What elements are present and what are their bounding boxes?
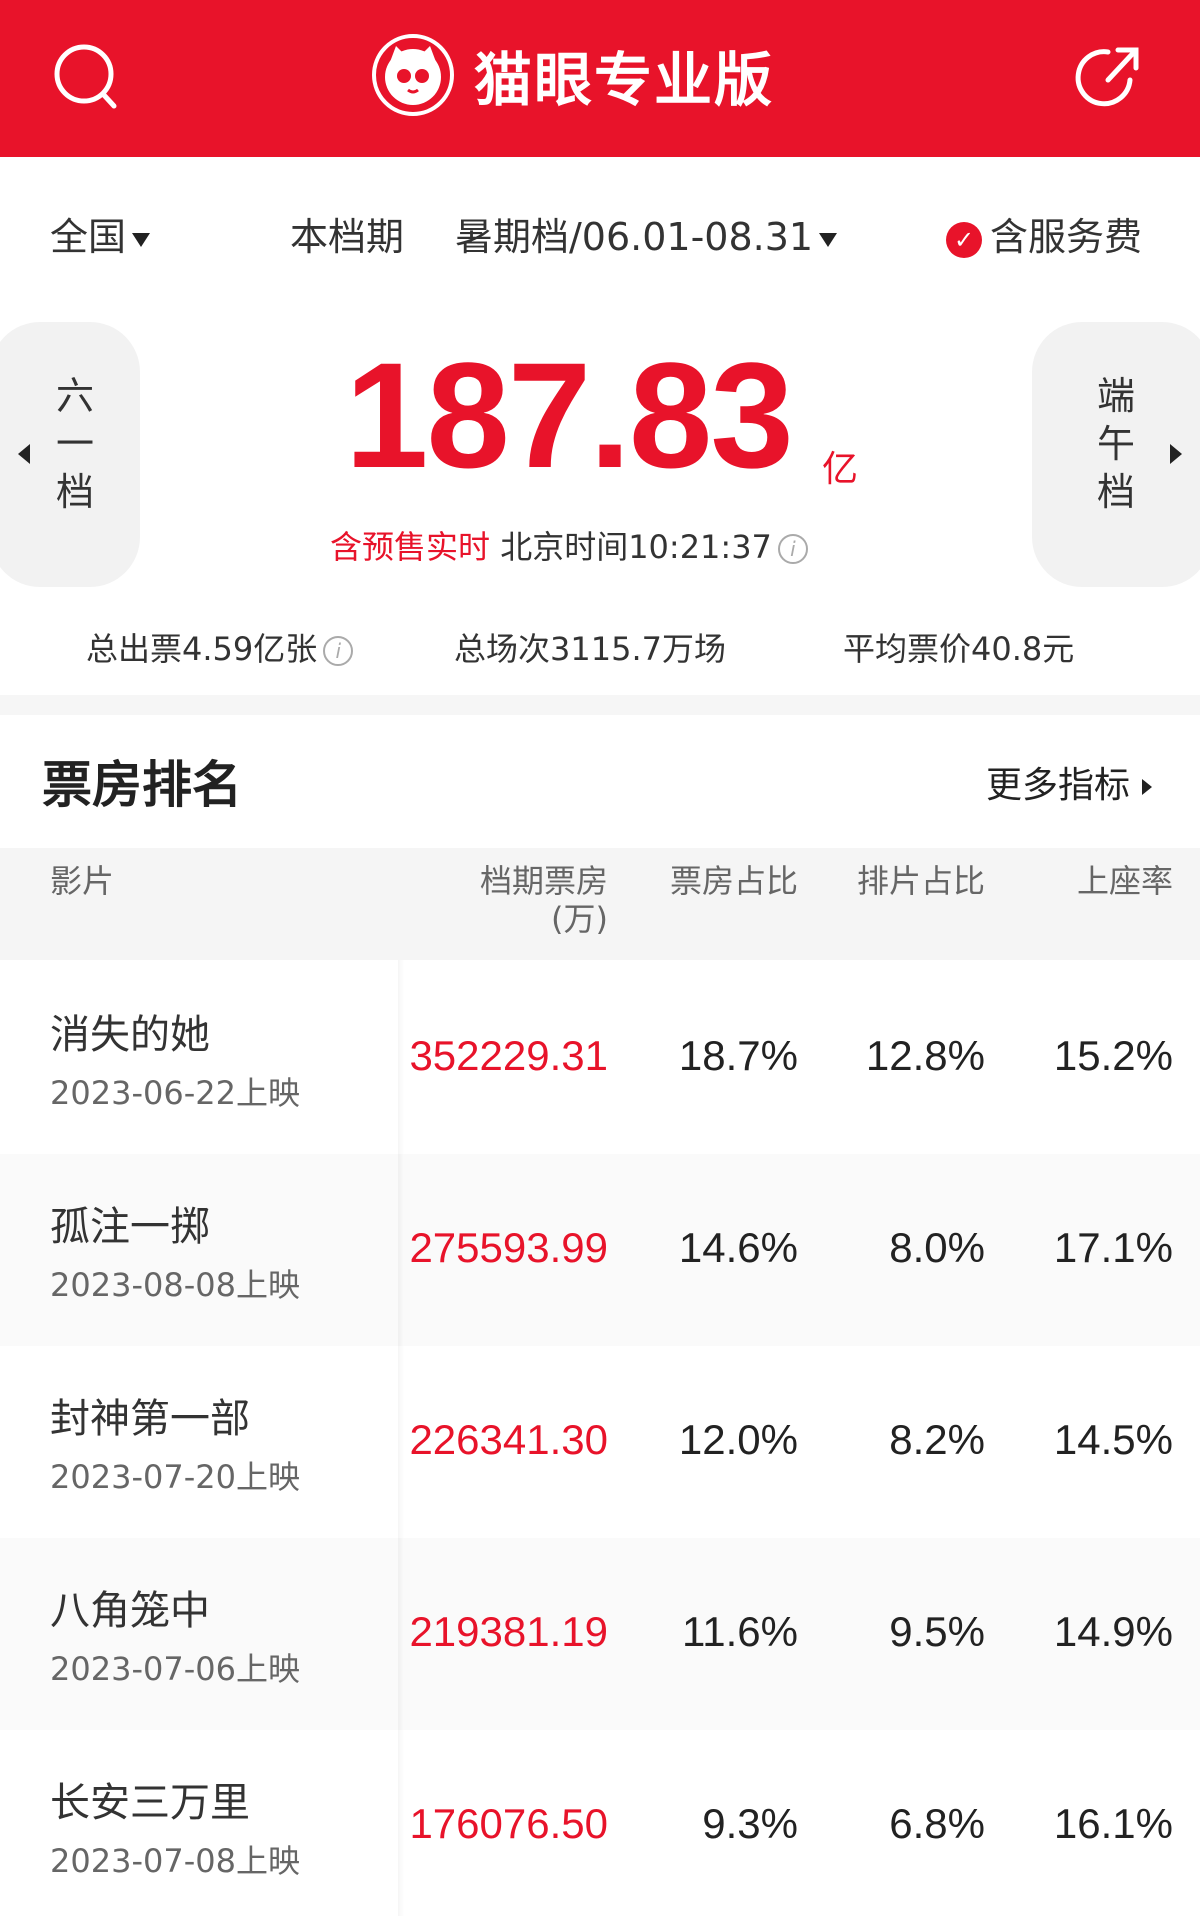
info-icon[interactable]: i xyxy=(777,534,808,564)
col-share[interactable]: 票房占比 xyxy=(669,862,798,900)
schedule-value: 6.8% xyxy=(889,1800,985,1847)
app-header: 猫眼专业版 xyxy=(0,0,1200,157)
maoyan-cat-logo-icon xyxy=(372,34,454,116)
release-date: 2023-07-08上映 xyxy=(50,1842,300,1880)
arrow-left-icon xyxy=(18,444,30,464)
section-title: 票房排名 xyxy=(42,756,242,814)
box-office-value: 275593.99 xyxy=(409,1224,608,1271)
box-office-value: 219381.19 xyxy=(409,1608,608,1655)
film-name: 封神第一部 xyxy=(50,1396,250,1442)
seat-rate-value: 16.1% xyxy=(1053,1800,1173,1847)
next-period-label: 端午档 xyxy=(1096,374,1135,514)
sticky-column-shadow xyxy=(398,960,404,1916)
release-date: 2023-07-20上映 xyxy=(50,1458,300,1496)
info-icon[interactable]: i xyxy=(323,636,354,666)
release-date: 2023-06-22上映 xyxy=(50,1074,300,1112)
box-office-value: 226341.30 xyxy=(409,1416,608,1463)
period-label: 本档期 xyxy=(290,215,405,259)
share-value: 18.7% xyxy=(678,1032,798,1079)
service-fee-toggle[interactable]: ✓ 含服务费 xyxy=(946,206,1142,261)
period-select[interactable]: 暑期档/06.01-08.31 xyxy=(455,206,838,261)
checkmark-icon: ✓ xyxy=(946,221,982,258)
col-box-office[interactable]: 档期票房 (万) xyxy=(479,862,608,938)
table-row[interactable]: 封神第一部 2023-07-20上映 226341.30 12.0% 8.2% … xyxy=(0,1346,1200,1538)
share-icon[interactable] xyxy=(1072,40,1148,116)
share-value: 14.6% xyxy=(678,1224,798,1271)
stat-tickets: 总出票4.59亿张 i xyxy=(86,624,354,670)
schedule-value: 8.0% xyxy=(889,1224,985,1271)
brand: 猫眼专业版 xyxy=(370,30,774,120)
film-name: 八角笼中 xyxy=(50,1588,210,1634)
total-unit: 亿 xyxy=(822,449,859,490)
total-box-office: 187.83 xyxy=(345,331,794,499)
release-date: 2023-07-06上映 xyxy=(50,1650,300,1688)
arrow-right-icon xyxy=(1170,444,1182,464)
schedule-value: 8.2% xyxy=(889,1416,985,1463)
share-value: 9.3% xyxy=(702,1800,798,1847)
arrow-right-icon xyxy=(1142,779,1152,795)
box-office-value: 176076.50 xyxy=(409,1800,608,1847)
col-film: 影片 xyxy=(50,862,115,900)
schedule-value: 9.5% xyxy=(889,1608,985,1655)
stat-avg-price: 平均票价40.8元 xyxy=(843,630,1075,668)
prev-period-label: 六一档 xyxy=(55,374,94,514)
app-title: 猫眼专业版 xyxy=(474,46,775,114)
presale-note: 含预售实时 xyxy=(330,528,491,566)
col-seat-rate[interactable]: 上座率 xyxy=(1076,862,1173,900)
next-period-button[interactable]: 端午档 xyxy=(1032,322,1200,587)
table-header: 影片 档期票房 (万) 票房占比 排片占比 上座率 xyxy=(0,848,1200,960)
section-divider xyxy=(0,695,1200,715)
update-info: 含预售实时 北京时间10:21:37 i xyxy=(330,522,808,568)
share-value: 11.6% xyxy=(682,1608,798,1655)
schedule-value: 12.8% xyxy=(865,1032,985,1079)
film-name: 孤注一掷 xyxy=(50,1204,210,1250)
seat-rate-value: 17.1% xyxy=(1053,1224,1173,1271)
dropdown-icon xyxy=(132,232,151,247)
dropdown-icon xyxy=(819,232,838,247)
seat-rate-value: 14.5% xyxy=(1053,1416,1173,1463)
region-select[interactable]: 全国 xyxy=(50,206,151,261)
box-office-value: 352229.31 xyxy=(409,1032,608,1079)
share-value: 12.0% xyxy=(678,1416,798,1463)
stat-shows: 总场次3115.7万场 xyxy=(454,630,726,668)
seat-rate-value: 15.2% xyxy=(1053,1032,1173,1079)
film-name: 长安三万里 xyxy=(50,1780,250,1826)
prev-period-button[interactable]: 六一档 xyxy=(0,322,140,587)
table-row[interactable]: 长安三万里 2023-07-08上映 176076.50 9.3% 6.8% 1… xyxy=(0,1730,1200,1922)
col-schedule[interactable]: 排片占比 xyxy=(856,862,985,900)
seat-rate-value: 14.9% xyxy=(1053,1608,1173,1655)
table-row[interactable]: 孤注一掷 2023-08-08上映 275593.99 14.6% 8.0% 1… xyxy=(0,1154,1200,1346)
update-time: 北京时间10:21:37 xyxy=(500,528,772,566)
table-row[interactable]: 消失的她 2023-06-22上映 352229.31 18.7% 12.8% … xyxy=(0,962,1200,1154)
more-metrics-button[interactable]: 更多指标 xyxy=(986,756,1152,808)
release-date: 2023-08-08上映 xyxy=(50,1266,300,1304)
film-name: 消失的她 xyxy=(50,1012,210,1058)
table-row[interactable]: 八角笼中 2023-07-06上映 219381.19 11.6% 9.5% 1… xyxy=(0,1538,1200,1730)
filter-bar: 全国 本档期 暑期档/06.01-08.31 ✓ 含服务费 xyxy=(0,200,1200,264)
search-icon[interactable] xyxy=(50,40,126,116)
